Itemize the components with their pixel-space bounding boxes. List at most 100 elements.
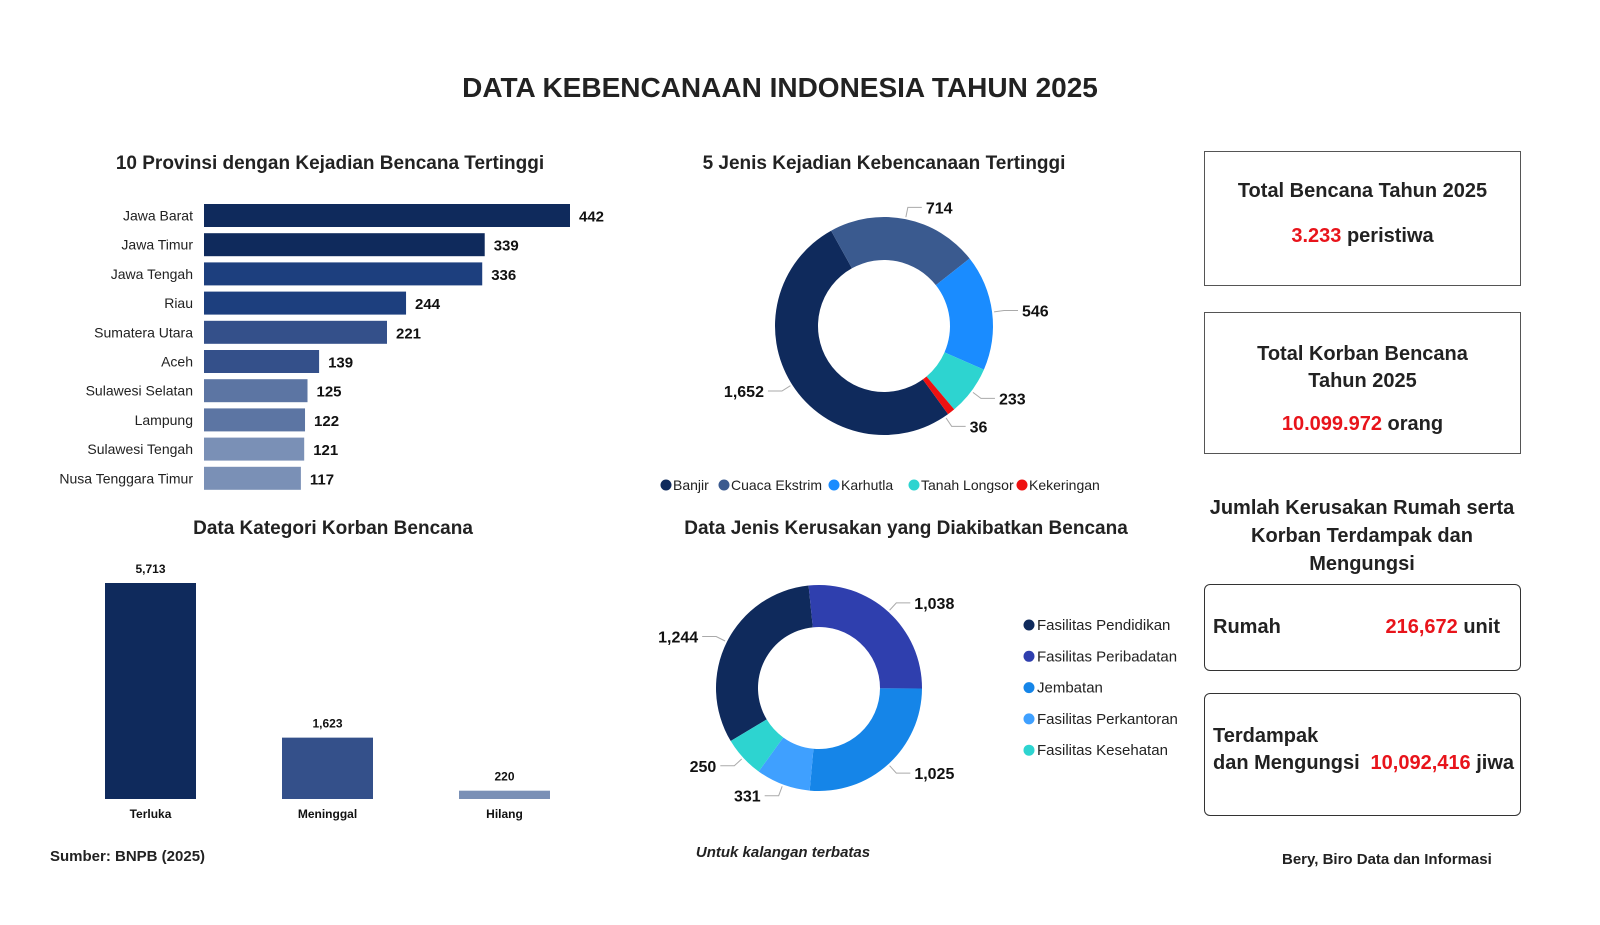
- province-value-label: 336: [491, 267, 516, 284]
- total-victim-value: 10.099.972: [1281, 413, 1382, 435]
- damage-type-leader-line: [889, 765, 911, 774]
- source-note: Sumber: BNPB (2025): [50, 848, 206, 865]
- total-disaster-label: Total Bencana Tahun 2025: [1237, 180, 1488, 202]
- legend-label: Karhutla: [841, 477, 893, 493]
- disaster-type-leader-line: [994, 310, 1019, 313]
- total-victim-unit: orang: [1387, 413, 1444, 435]
- displaced-label-1: Terdampak: [1213, 725, 1319, 747]
- victim-chart-title: Data Kategori Korban Bencana: [193, 518, 473, 539]
- disaster-type-leader-line: [905, 206, 922, 218]
- total-victim-card: Total Korban Bencana Tahun 2025 10.099.9…: [1204, 312, 1521, 454]
- province-label: Jawa Timur: [121, 237, 193, 253]
- damage-type-slice: [716, 585, 813, 742]
- province-bar: [204, 408, 306, 432]
- legend-label: Fasilitas Perkantoran: [1037, 711, 1178, 728]
- legend-label: Cuaca Ekstrim: [731, 477, 822, 493]
- legend-marker-icon: [1023, 713, 1035, 725]
- disaster-type-value-label: 546: [1022, 304, 1049, 321]
- victim-value-label: 1,623: [312, 717, 342, 731]
- province-bar: [204, 204, 570, 227]
- damage-type-slice: [808, 585, 922, 689]
- province-label: Nusa Tenggara Timur: [59, 470, 193, 486]
- province-bar: [204, 320, 387, 344]
- disaster-type-slice: [926, 352, 984, 410]
- legend-label: Kekeringan: [1029, 477, 1100, 493]
- victim-category-label: Terluka: [130, 807, 172, 821]
- province-label: Jawa Barat: [123, 208, 193, 224]
- victim-bar: [105, 583, 196, 799]
- damage-type-slice: [730, 719, 784, 772]
- legend-marker-icon: [1016, 479, 1028, 491]
- province-bar: [204, 437, 305, 461]
- damage-type-value-label: 331: [734, 789, 761, 806]
- victim-bar: [282, 737, 373, 799]
- disaster-type-slice: [775, 230, 949, 435]
- damage-summary-title: Jumlah Kerusakan Rumah serta Korban Terd…: [1209, 497, 1515, 575]
- legend-label: Tanah Longsor: [921, 477, 1014, 493]
- disaster-type-slice: [935, 258, 993, 370]
- disaster-type-value-label: 233: [999, 391, 1026, 408]
- total-disaster-value: 3.233: [1291, 225, 1342, 247]
- province-bar: [204, 350, 320, 373]
- legend-marker-icon: [1023, 619, 1035, 631]
- province-label: Jawa Tengah: [111, 266, 193, 282]
- province-label: Lampung: [135, 412, 193, 428]
- disaster-type-value-label: 714: [926, 200, 953, 217]
- damage-type-leader-line: [889, 602, 911, 611]
- page-title: DATA KEBENCANAAN INDONESIA TAHUN 2025: [462, 72, 1098, 103]
- province-label: Sulawesi Tengah: [87, 441, 193, 457]
- legend-marker-icon: [718, 479, 730, 491]
- province-label: Aceh: [161, 354, 193, 370]
- province-label: Sumatera Utara: [94, 324, 193, 340]
- province-value-label: 139: [328, 355, 353, 372]
- victim-bar: [459, 790, 550, 799]
- disaster-type-value-label: 36: [970, 419, 988, 436]
- damage-type-value-label: 1,038: [914, 596, 954, 613]
- house-value: 216,672: [1385, 616, 1458, 638]
- displaced-value: 10,092,416: [1370, 752, 1471, 774]
- legend-marker-icon: [1023, 682, 1035, 694]
- disaster-type-chart-title: 5 Jenis Kejadian Kebencanaan Tertinggi: [702, 153, 1066, 174]
- damage-type-value-label: 1,025: [914, 766, 954, 783]
- victim-value-label: 5,713: [135, 562, 165, 576]
- legend-label: Fasilitas Peribadatan: [1037, 648, 1177, 665]
- displaced-label-2: dan Mengungsi: [1213, 752, 1360, 774]
- disaster-type-leader-line: [945, 417, 966, 427]
- damage-chart-title: Data Jenis Kerusakan yang Diakibatkan Be…: [684, 518, 1128, 539]
- disaster-type-leader-line: [767, 385, 791, 392]
- province-value-label: 117: [310, 471, 334, 488]
- victim-category-label: Meninggal: [298, 807, 357, 821]
- province-chart-title: 10 Provinsi dengan Kejadian Bencana Tert…: [115, 153, 545, 174]
- damage-type-leader-line: [764, 786, 783, 797]
- legend-marker-icon: [1023, 650, 1035, 662]
- victim-value-label: 220: [494, 770, 514, 784]
- legend-label: Banjir: [673, 477, 709, 493]
- legend-marker-icon: [828, 479, 840, 491]
- province-bar: [204, 262, 483, 286]
- disaster-type-leader-line: [972, 391, 995, 399]
- damage-type-slice: [809, 688, 922, 791]
- damage-type-leader-line: [702, 636, 726, 642]
- province-bar: [204, 291, 407, 315]
- house-damage-card: Rumah 216,672 unit: [1204, 584, 1521, 671]
- province-bar: [204, 233, 485, 257]
- province-value-label: 122: [314, 413, 339, 430]
- damage-type-slice: [758, 737, 814, 791]
- province-label: Sulawesi Selatan: [86, 383, 193, 399]
- legend-label: Fasilitas Kesehatan: [1037, 742, 1168, 759]
- damage-type-value-label: 1,244: [658, 630, 698, 647]
- disaster-type-slice: [831, 217, 970, 286]
- author-note: Bery, Biro Data dan Informasi: [1282, 851, 1492, 868]
- damage-type-leader-line: [720, 758, 743, 767]
- province-value-label: 125: [317, 384, 342, 401]
- province-label: Riau: [164, 295, 193, 311]
- restricted-note: Untuk kalangan terbatas: [695, 844, 871, 861]
- province-value-label: 221: [396, 325, 421, 342]
- province-bar: [204, 466, 301, 490]
- legend-marker-icon: [660, 479, 672, 491]
- legend-marker-icon: [908, 479, 920, 491]
- displaced-card: Terdampak dan Mengungsi 10,092,416 jiwa: [1204, 693, 1521, 816]
- province-value-label: 442: [579, 209, 604, 226]
- legend-label: Fasilitas Pendidikan: [1037, 617, 1170, 634]
